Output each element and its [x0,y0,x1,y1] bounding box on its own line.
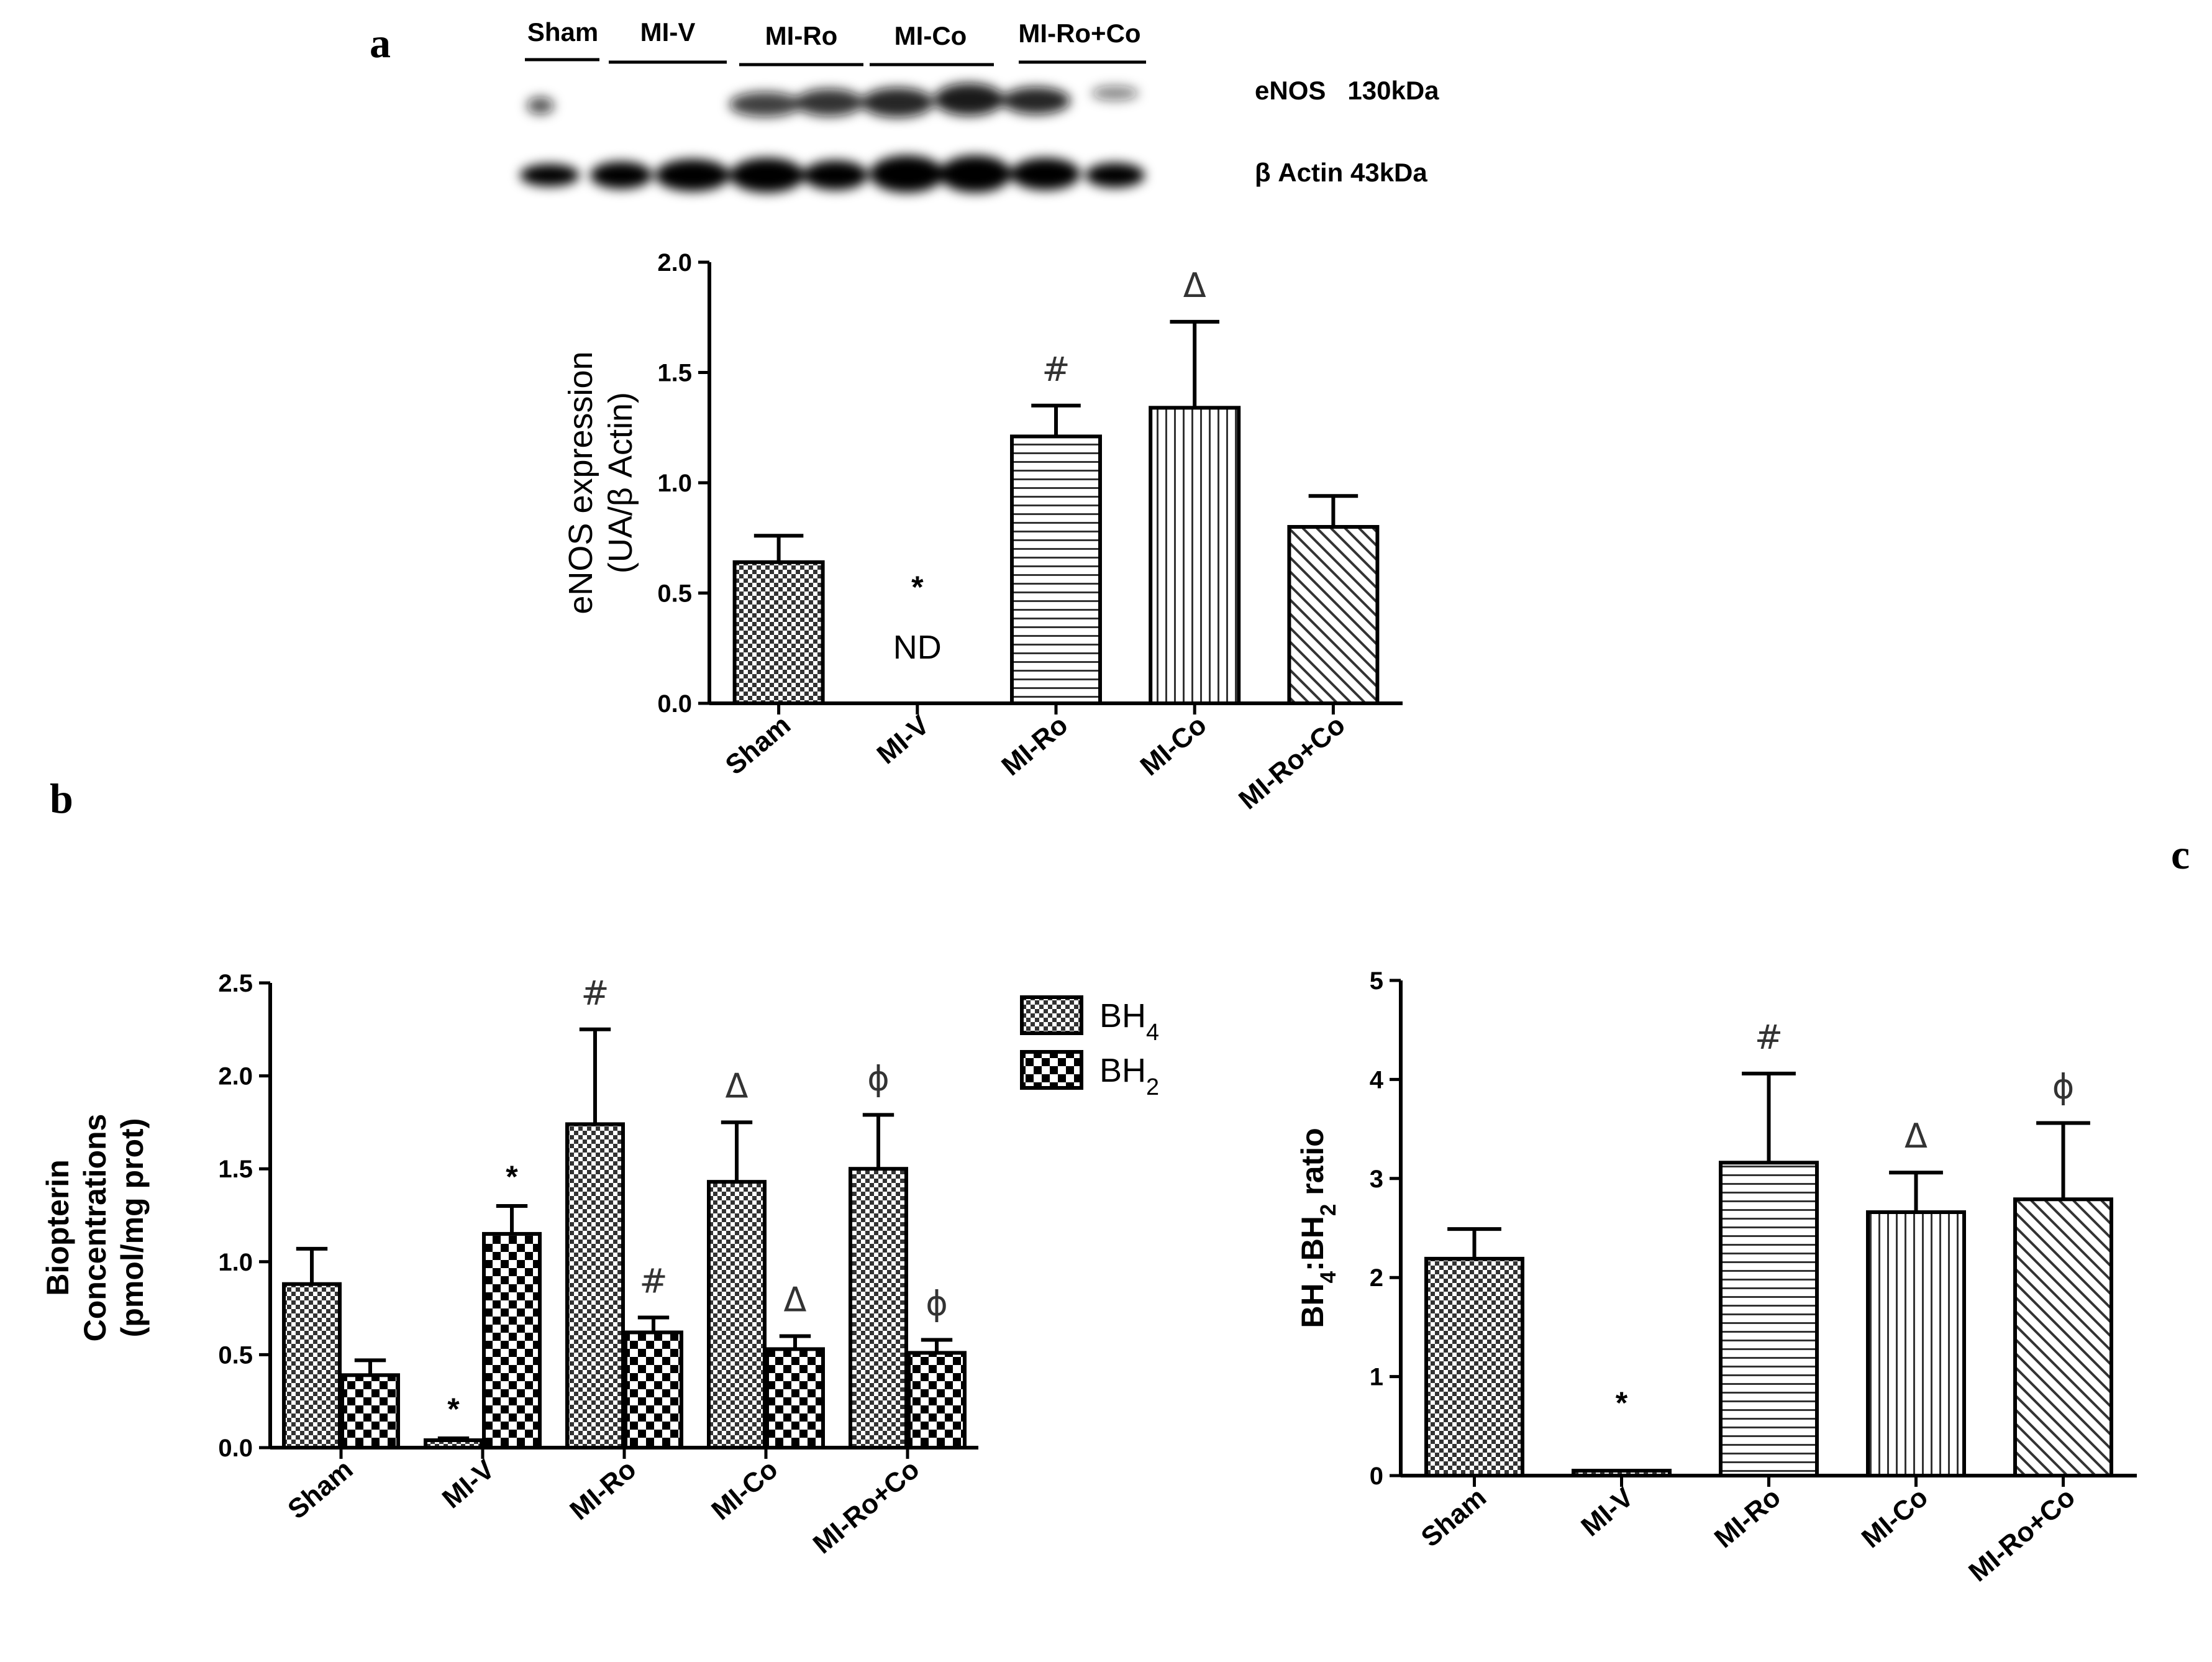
significance-marker: ϕ [867,1059,890,1098]
bar [849,1167,908,1450]
significance-marker: # [1042,350,1070,389]
y-tick-label: 1.0 [657,470,692,497]
category-label: Sham [1416,1482,1492,1553]
category-label: MI-V [872,710,935,770]
legend-swatch [1020,1050,1083,1090]
bar [282,1282,342,1450]
category-label: MI-Ro+Co [808,1454,926,1559]
panel-letter-c: c [2171,831,2190,878]
significance-marker: Δ [1905,1116,1928,1156]
significance-marker: ϕ [926,1284,948,1323]
significance-marker: * [447,1392,460,1427]
y-tick-label: 1 [1370,1364,1383,1391]
category-label: MI-Co [1856,1482,1934,1554]
legend-label: BH2 [1099,1052,1159,1100]
significance-marker: # [1755,1018,1783,1057]
legend-label: BH4 [1099,997,1159,1046]
significance-marker: Δ [784,1280,807,1319]
y-tick-label: 1.5 [657,360,692,387]
bar [565,1122,625,1450]
panel-letter-a: a [370,19,391,66]
y-axis-label: BiopterinConcentrations(pmol/mg prot) [40,1114,150,1342]
y-tick-label: 1.0 [218,1249,253,1276]
significance-marker: * [1616,1386,1628,1420]
bar [1287,525,1380,705]
bar [1719,1161,1819,1478]
panel-letter-b: b [50,775,73,822]
y-tick-label: 3 [1370,1166,1383,1193]
bar [1010,434,1102,705]
category-label: MI-Ro+Co [1233,710,1351,815]
y-tick-label: 2.0 [657,249,692,276]
category-label: Sham [282,1454,358,1525]
y-tick-label: 1.5 [218,1156,253,1183]
significance-marker: Δ [1183,266,1206,305]
bar [2013,1197,2113,1478]
y-tick-label: 0 [1370,1463,1383,1490]
y-axis-label: eNOS expression(UA/β Actin) [562,351,639,614]
y-tick-label: 0.5 [657,580,692,608]
blot-lane-label: MI-V [640,17,696,47]
significance-marker: * [911,570,924,605]
y-tick-label: 2.0 [218,1063,253,1090]
y-tick-label: 0.0 [657,690,692,718]
blot-lane-labels: Sham MI-V MI-Ro MI-Co MI-Ro+Co [527,17,1141,50]
y-tick-label: 2 [1370,1264,1383,1292]
bar [340,1373,400,1450]
blot-lane-underlines [525,58,1146,66]
western-blot: Sham MI-V MI-Ro MI-Co MI-Ro+Co [520,17,1439,193]
category-label: MI-Ro [996,710,1073,782]
blot-row-label-enos: eNOS 130kDa [1255,76,1439,105]
bar [1424,1256,1524,1477]
chart-a-enos-expression: 0.0 0.5 1.0 1.5 2.0 * ND # Δ Sham MI-V MI-Ro MI-Co MI… [562,249,1403,815]
bar [732,560,825,705]
significance-marker: ϕ [2052,1067,2075,1107]
bar [707,1180,767,1450]
bar [482,1231,542,1450]
category-label: MI-V [1575,1482,1639,1543]
legend-swatch [1020,995,1083,1035]
category-label: MI-Co [1135,710,1213,782]
y-tick-label: 0.5 [218,1341,253,1369]
category-label: MI-Co [706,1454,783,1526]
blot-band-enos [527,83,1139,117]
y-axis-label: BH4:BH2 ratio [1295,1128,1340,1328]
chart-c-bh4-bh2-ratio: 0 1 2 3 4 5 * # Δϕ Sham MI-V MI-Ro MI-Co MI-Ro+Co BH4:… [1295,967,2137,1587]
bar [1572,1469,1672,1478]
bar [1149,406,1241,705]
y-tick-label: 0.0 [218,1435,253,1462]
blot-row-label-actin: β Actin 43kDa [1255,158,1427,187]
bar [907,1351,967,1450]
significance-marker: # [639,1262,667,1301]
blot-lane-label: MI-Ro+Co [1018,19,1140,48]
y-tick-label: 2.5 [218,970,253,997]
category-label: MI-Ro [564,1454,642,1526]
category-label: MI-Ro [1709,1482,1786,1554]
significance-marker: Δ [726,1066,749,1105]
significance-marker: * [506,1159,518,1194]
category-label: MI-V [437,1454,501,1515]
y-tick-label: 4 [1370,1066,1384,1094]
bar [624,1330,683,1450]
blot-band-actin [520,155,1145,193]
bar [1866,1210,1966,1477]
y-tick-label: 5 [1370,967,1383,995]
category-label: Sham [720,710,796,781]
bar [765,1347,825,1450]
blot-lane-label: Sham [527,17,598,47]
value-label: ND [893,629,942,666]
significance-marker: # [581,974,609,1013]
bar [424,1438,483,1450]
category-label: MI-Ro+Co [1963,1482,2081,1587]
blot-lane-label: MI-Co [894,21,967,50]
blot-lane-label: MI-Ro [765,21,838,50]
